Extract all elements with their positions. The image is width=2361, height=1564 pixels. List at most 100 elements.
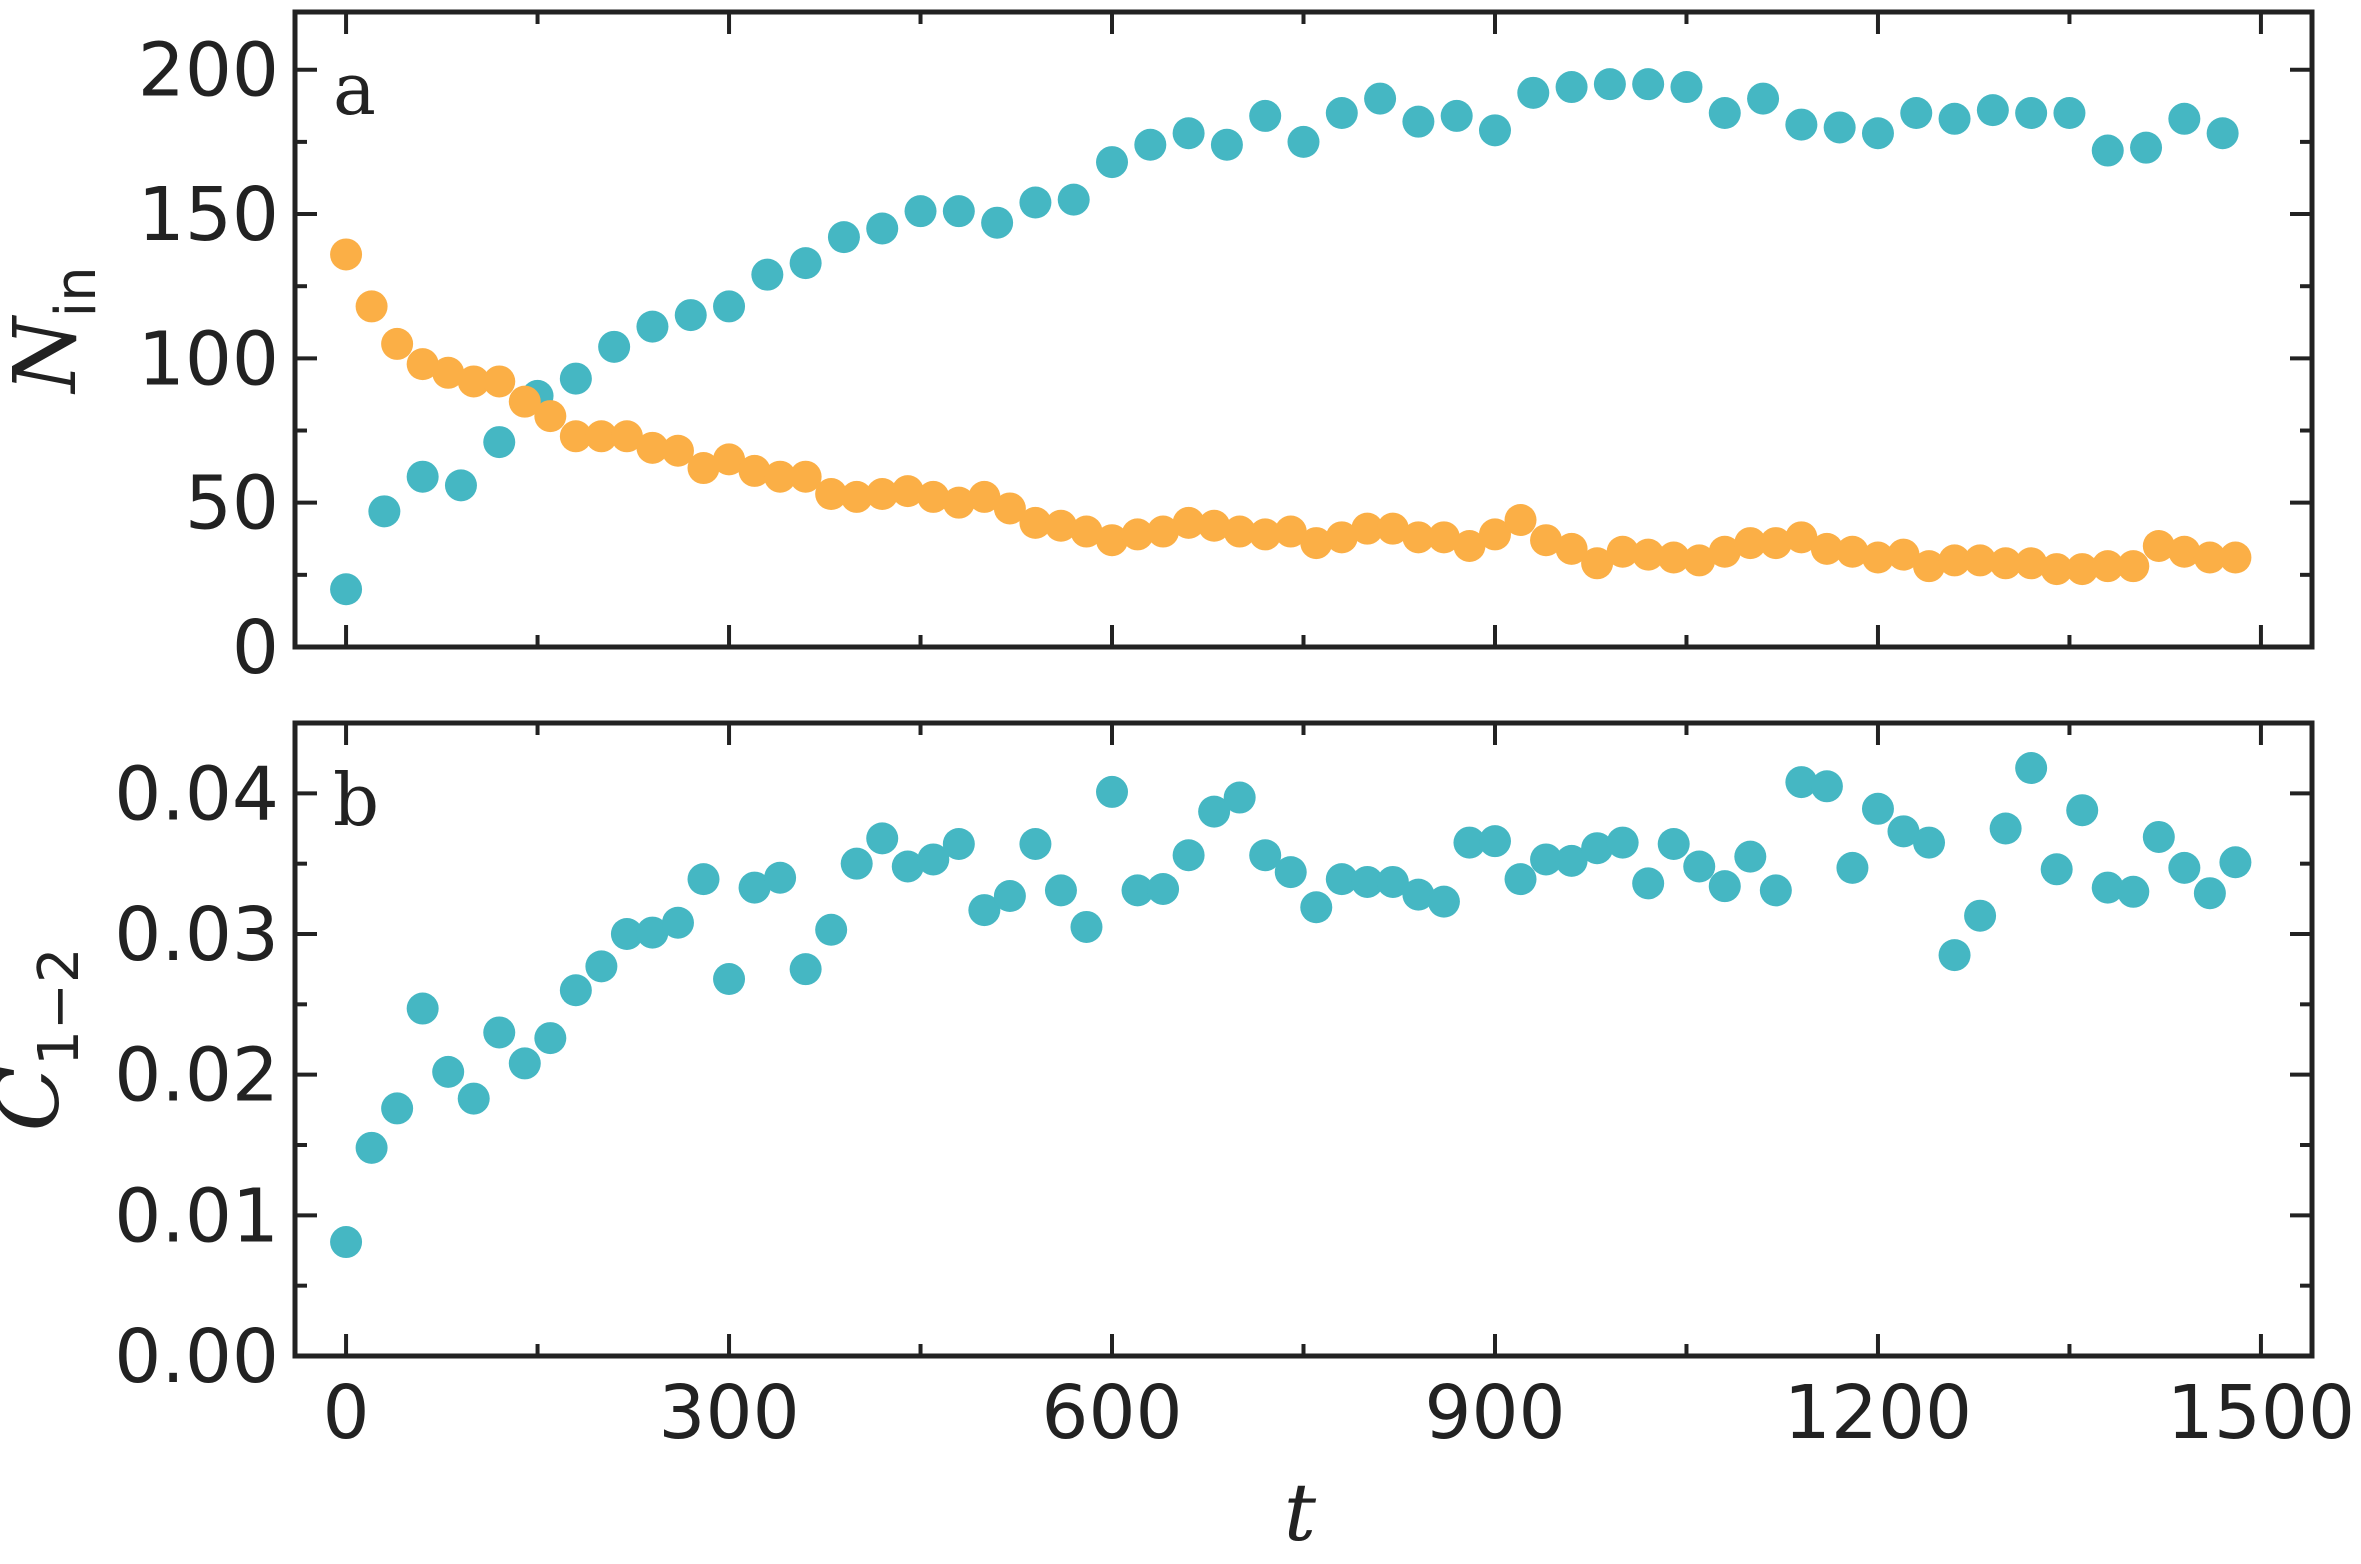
data-point bbox=[2015, 547, 2048, 580]
data-point bbox=[483, 426, 516, 459]
data-point bbox=[1836, 535, 1869, 568]
data-point bbox=[406, 992, 439, 1025]
data-point bbox=[1070, 910, 1103, 943]
x-tick-label: 0 bbox=[323, 1370, 370, 1456]
data-point bbox=[1351, 512, 1384, 545]
data-point bbox=[1453, 826, 1486, 859]
data-point bbox=[1823, 111, 1856, 144]
panel-label: a bbox=[333, 47, 376, 131]
data-point bbox=[457, 365, 490, 398]
y-axis-label-subscript: in bbox=[44, 266, 109, 317]
data-point bbox=[764, 861, 797, 894]
data-point bbox=[1325, 863, 1358, 896]
data-point bbox=[1172, 117, 1205, 150]
data-point bbox=[1376, 512, 1409, 545]
data-point bbox=[2066, 794, 2099, 827]
data-point bbox=[1044, 509, 1077, 542]
x-tick-label: 600 bbox=[1041, 1370, 1182, 1456]
data-point bbox=[1172, 506, 1205, 539]
data-point bbox=[2066, 553, 2099, 586]
data-point bbox=[432, 1055, 465, 1088]
data-point bbox=[1198, 795, 1231, 828]
data-point bbox=[1019, 506, 1052, 539]
y-tick-label: 50 bbox=[185, 461, 279, 547]
data-point bbox=[1581, 832, 1614, 865]
data-point bbox=[751, 258, 784, 291]
data-point bbox=[866, 212, 899, 245]
data-point bbox=[1198, 509, 1231, 542]
data-point bbox=[330, 238, 363, 271]
data-point bbox=[661, 906, 694, 939]
data-point bbox=[355, 290, 388, 323]
data-point bbox=[598, 330, 631, 363]
data-point bbox=[840, 480, 873, 513]
data-point bbox=[1632, 538, 1665, 571]
x-tick-label: 900 bbox=[1424, 1370, 1565, 1456]
data-point bbox=[508, 1047, 541, 1080]
data-point bbox=[1249, 518, 1282, 551]
data-point bbox=[1670, 71, 1703, 104]
data-point bbox=[406, 348, 439, 381]
data-point bbox=[1325, 521, 1358, 554]
data-point bbox=[2130, 131, 2163, 164]
data-point bbox=[381, 1092, 414, 1125]
data-point bbox=[1121, 874, 1154, 907]
data-point bbox=[1632, 867, 1665, 900]
data-point bbox=[1070, 515, 1103, 548]
data-point bbox=[1747, 82, 1780, 115]
data-point bbox=[1223, 781, 1256, 814]
data-point bbox=[1734, 527, 1767, 560]
data-point bbox=[1019, 186, 1052, 219]
data-point bbox=[738, 454, 771, 487]
x-tick-label: 1200 bbox=[1784, 1370, 1972, 1456]
y-axis-label-subscript: 1−2 bbox=[27, 948, 92, 1066]
data-point bbox=[1478, 518, 1511, 551]
data-point bbox=[1657, 827, 1690, 860]
data-point bbox=[1402, 105, 1435, 138]
data-point bbox=[1210, 128, 1243, 161]
data-point bbox=[1364, 82, 1397, 115]
data-point bbox=[827, 221, 860, 254]
data-point bbox=[1325, 97, 1358, 130]
data-point bbox=[534, 1022, 567, 1055]
panel-a: 0 50 100 150 200 a Nin bbox=[0, 9, 2315, 691]
data-point bbox=[1555, 71, 1588, 104]
y-tick-label: 0 bbox=[232, 605, 279, 691]
data-point bbox=[610, 918, 643, 950]
data-point bbox=[381, 327, 414, 360]
data-point bbox=[1530, 843, 1563, 876]
data-point bbox=[891, 850, 924, 883]
data-point bbox=[483, 365, 516, 398]
data-point bbox=[2015, 97, 2048, 130]
data-point bbox=[1900, 97, 1933, 130]
data-point bbox=[1478, 825, 1511, 858]
data-point bbox=[1249, 99, 1282, 132]
data-point bbox=[636, 431, 669, 464]
data-point bbox=[993, 880, 1026, 913]
data-point bbox=[687, 863, 720, 896]
data-point bbox=[1287, 125, 1320, 158]
data-point bbox=[2117, 875, 2150, 908]
data-point bbox=[1989, 547, 2022, 580]
data-point bbox=[2193, 541, 2226, 574]
data-point bbox=[1057, 183, 1090, 216]
data-point bbox=[1504, 863, 1537, 896]
data-point bbox=[457, 1082, 490, 1115]
data-point bbox=[1887, 538, 1920, 571]
data-point bbox=[585, 950, 618, 983]
data-point bbox=[1096, 146, 1129, 179]
data-point bbox=[406, 460, 439, 493]
data-point bbox=[1300, 891, 1333, 924]
data-point bbox=[1274, 856, 1307, 889]
data-point bbox=[636, 916, 669, 949]
data-point bbox=[789, 247, 822, 280]
data-point bbox=[789, 460, 822, 493]
data-point bbox=[2091, 134, 2124, 167]
data-point bbox=[1785, 108, 1818, 141]
y-axis-label-main: C bbox=[0, 1066, 79, 1132]
y-tick-label: 0.00 bbox=[114, 1314, 279, 1400]
data-point bbox=[636, 310, 669, 343]
y-axis-label: Nin bbox=[0, 266, 109, 394]
data-point bbox=[1300, 527, 1333, 560]
